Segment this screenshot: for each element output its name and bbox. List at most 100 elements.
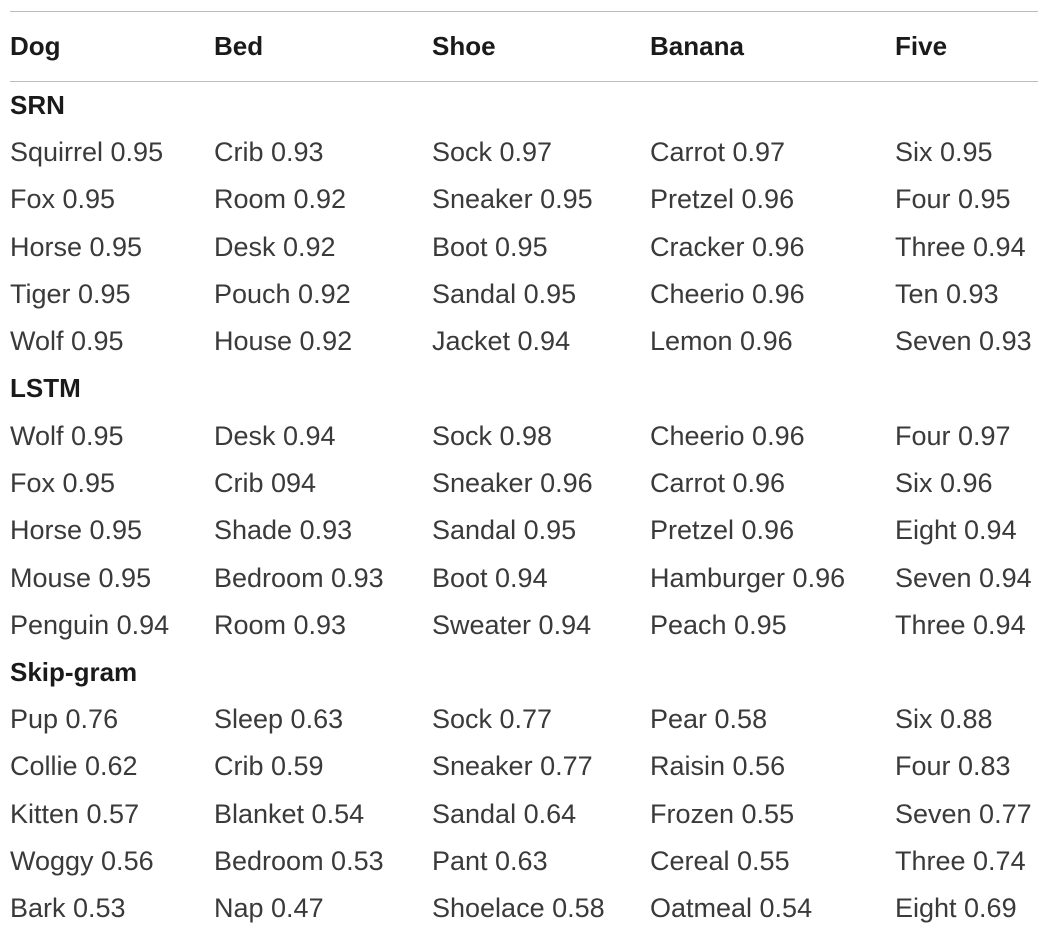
table-cell: Pouch 0.92 bbox=[214, 279, 351, 310]
column-header: Bed bbox=[214, 30, 264, 61]
table-cell: Four 0.97 bbox=[895, 420, 1011, 451]
table-cell: Kitten 0.57 bbox=[10, 798, 140, 829]
table-cell: Eight 0.94 bbox=[895, 515, 1017, 546]
spacer-cell bbox=[10, 70, 1044, 82]
table-row: Horse 0.95 Shade 0.93 Sandal 0.95 Pretzel 0… bbox=[10, 507, 1044, 554]
table-body: SRN Squirrel 0.95 Crib 0.93 Sock 0.97 Carrot… bbox=[10, 70, 1044, 932]
group-label: Skip-gram bbox=[10, 656, 138, 687]
table-row: Fox 0.95 Crib 094 Sneaker 0.96 Carrot 0.96 S… bbox=[10, 460, 1044, 507]
group-label: LSTM bbox=[10, 373, 81, 404]
table-cell: Shade 0.93 bbox=[214, 515, 353, 546]
table-cell: Pretzel 0.96 bbox=[650, 184, 795, 215]
group-header-row: SRN bbox=[10, 82, 1044, 129]
table-cell: Sneaker 0.77 bbox=[432, 751, 593, 782]
table-cell: Shoelace 0.58 bbox=[432, 893, 605, 924]
column-header: Banana bbox=[650, 30, 744, 61]
table-cell: Horse 0.95 bbox=[10, 515, 143, 546]
table-cell: Six 0.96 bbox=[895, 467, 993, 498]
table-cell: Three 0.74 bbox=[895, 846, 1026, 876]
table-cell: Cheerio 0.96 bbox=[650, 420, 805, 451]
table-cell: Fox 0.95 bbox=[10, 184, 116, 215]
table-cell: Sock 0.97 bbox=[432, 137, 553, 168]
table-cell: Seven 0.94 bbox=[895, 562, 1032, 593]
table-cell: Peach 0.95 bbox=[650, 609, 787, 640]
table-cell: Carrot 0.97 bbox=[650, 137, 786, 168]
table-cell: Three 0.94 bbox=[895, 609, 1026, 640]
table-cell: Squirrel 0.95 bbox=[10, 137, 164, 168]
table-cell: Ten 0.93 bbox=[895, 279, 999, 310]
table-cell: Sneaker 0.95 bbox=[432, 184, 593, 215]
table-cell: Pear 0.58 bbox=[650, 704, 768, 735]
table-cell: Collie 0.62 bbox=[10, 751, 138, 782]
table-cell: Four 0.95 bbox=[895, 184, 1011, 215]
table-cell: Sleep 0.63 bbox=[214, 704, 344, 735]
group-label: SRN bbox=[10, 90, 65, 120]
table-row: Mouse 0.95 Bedroom 0.93 Boot 0.94 Hamburger… bbox=[10, 554, 1044, 601]
table-cell: Wolf 0.95 bbox=[10, 326, 124, 357]
table-cell: House 0.92 bbox=[214, 326, 353, 357]
table-row: Collie 0.62 Crib 0.59 Sneaker 0.77 Raisin 0… bbox=[10, 743, 1044, 790]
table-cell: Boot 0.94 bbox=[432, 562, 548, 593]
table-cell: Sock 0.98 bbox=[432, 420, 553, 451]
table-cell: Penguin 0.94 bbox=[10, 609, 170, 640]
table-row: Pup 0.76 Sleep 0.63 Sock 0.77 Pear 0.58 Six … bbox=[10, 696, 1044, 743]
table-row: Wolf 0.95 House 0.92 Jacket 0.94 Lemon 0.96… bbox=[10, 318, 1044, 365]
table-cell: Sock 0.77 bbox=[432, 704, 553, 735]
table-cell: Room 0.92 bbox=[214, 184, 347, 215]
table-cell: Cracker 0.96 bbox=[650, 231, 805, 262]
table-cell: Cheerio 0.96 bbox=[650, 279, 805, 310]
table-cell: Four 0.83 bbox=[895, 751, 1011, 782]
table-cell: Wolf 0.95 bbox=[10, 420, 124, 451]
table-row: Woggy 0.56 Bedroom 0.53 Pant 0.63 Cereal 0.… bbox=[10, 838, 1044, 885]
table-cell: Fox 0.95 bbox=[10, 467, 116, 498]
table-row: Bark 0.53 Nap 0.47 Shoelace 0.58 Oatmeal 0.… bbox=[10, 885, 1044, 932]
group-header-row: Skip-gram bbox=[10, 649, 1044, 696]
table-row: Kitten 0.57 Blanket 0.54 Sandal 0.64 Frozen… bbox=[10, 791, 1044, 838]
table-cell: Desk 0.94 bbox=[214, 420, 336, 451]
table-cell: Three 0.94 bbox=[895, 231, 1026, 262]
table-cell: Six 0.95 bbox=[895, 137, 993, 168]
table-cell: Crib 0.59 bbox=[214, 751, 324, 782]
table-cell: Bedroom 0.53 bbox=[214, 846, 384, 876]
table-row: Horse 0.95 Desk 0.92 Boot 0.95 Cracker 0.96… bbox=[10, 224, 1044, 271]
table-cell: Boot 0.95 bbox=[432, 231, 548, 262]
table-cell: Bark 0.53 bbox=[10, 893, 126, 924]
table-cell: Room 0.93 bbox=[214, 609, 347, 640]
table-cell: Sandal 0.95 bbox=[432, 515, 577, 546]
table-cell: Pup 0.76 bbox=[10, 704, 119, 735]
group-header-row: LSTM bbox=[10, 365, 1044, 412]
spacer-row bbox=[10, 70, 1044, 82]
table-row: Tiger 0.95 Pouch 0.92 Sandal 0.95 Cheerio 0… bbox=[10, 271, 1044, 318]
column-header: Shoe bbox=[432, 30, 496, 61]
table-cell: Eight 0.69 bbox=[895, 893, 1017, 924]
table-cell: Pant 0.63 bbox=[432, 846, 548, 876]
table-cell: Sweater 0.94 bbox=[432, 609, 592, 640]
table-cell: Pretzel 0.96 bbox=[650, 515, 795, 546]
table-row: Fox 0.95 Room 0.92 Sneaker 0.95 Pretzel 0.9… bbox=[10, 176, 1044, 223]
similarity-table: Dog Bed Shoe Banana Five SRN Squirrel 0.9… bbox=[10, 22, 1044, 932]
table-cell: Crib 094 bbox=[214, 467, 317, 498]
table-cell: Horse 0.95 bbox=[10, 231, 143, 262]
table-row: Wolf 0.95 Desk 0.94 Sock 0.98 Cheerio 0.96 F… bbox=[10, 412, 1044, 459]
column-header: Five bbox=[895, 30, 948, 61]
table-cell: Woggy 0.56 bbox=[10, 846, 154, 876]
table-cell: Cereal 0.55 bbox=[650, 846, 790, 876]
table-cell: Raisin 0.56 bbox=[650, 751, 786, 782]
table-cell: Nap 0.47 bbox=[214, 893, 324, 924]
table-cell: Crib 0.93 bbox=[214, 137, 324, 168]
table-top-rule bbox=[10, 11, 1038, 12]
table-cell: Bedroom 0.93 bbox=[214, 562, 384, 593]
table-cell: Mouse 0.95 bbox=[10, 562, 152, 593]
table-cell: Lemon 0.96 bbox=[650, 326, 793, 357]
table-cell: Six 0.88 bbox=[895, 704, 993, 735]
table-cell: Tiger 0.95 bbox=[10, 279, 131, 310]
table-cell: Sneaker 0.96 bbox=[432, 467, 593, 498]
table-cell: Oatmeal 0.54 bbox=[650, 893, 813, 924]
table-row: Penguin 0.94 Room 0.93 Sweater 0.94 Peach 0… bbox=[10, 602, 1044, 649]
header-bottom-rule bbox=[10, 81, 1038, 82]
table-cell: Seven 0.77 bbox=[895, 798, 1032, 829]
table-cell: Frozen 0.55 bbox=[650, 798, 795, 829]
table-cell: Sandal 0.64 bbox=[432, 798, 577, 829]
table-cell: Carrot 0.96 bbox=[650, 467, 786, 498]
table-cell: Seven 0.93 bbox=[895, 326, 1032, 357]
